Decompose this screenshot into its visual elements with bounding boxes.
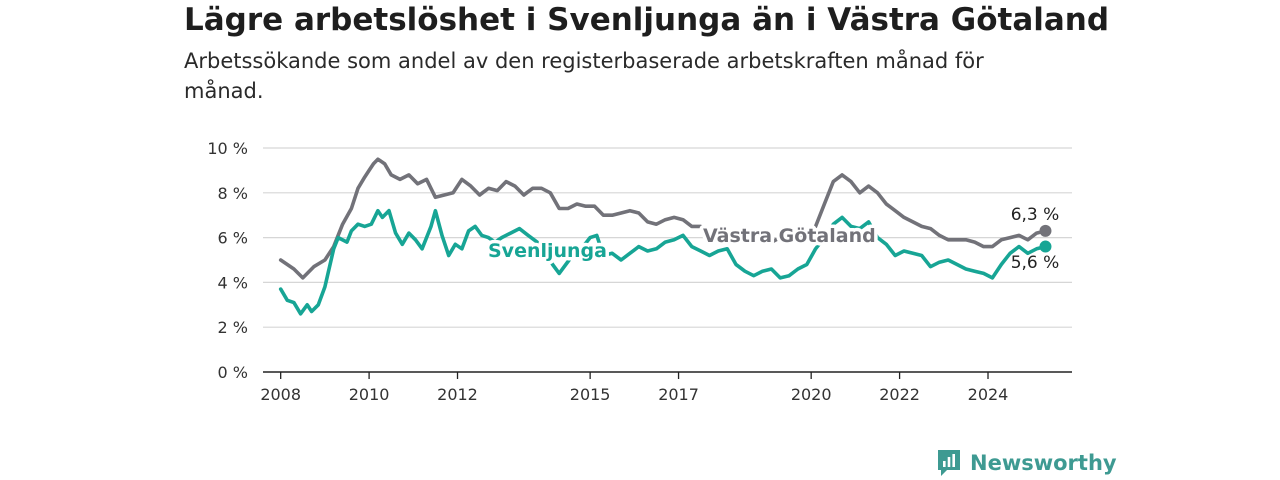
series-end-marker: [1039, 224, 1052, 237]
newsworthy-logo-icon: [938, 450, 960, 476]
series-labels: Västra Götaland Svenljunga 6,3 % 5,6 %: [485, 205, 1060, 273]
x-tick-label: 2022: [879, 385, 920, 404]
grid-lines: [263, 147, 1072, 328]
x-tick-label: 2017: [658, 385, 699, 404]
y-tick-label: 0 %: [218, 363, 248, 382]
end-value-label-svenljunga: 5,6 %: [1011, 253, 1060, 273]
y-axis-tick-labels: 0 % 2 % 4 % 6 % 8 % 10 %: [207, 139, 248, 382]
series-name-label-svenljunga: Svenljunga: [488, 240, 607, 262]
newsworthy-logo: Newsworthy: [936, 448, 1117, 478]
chart-title: Lägre arbetslöshet i Svenljunga än i Väs…: [184, 2, 1110, 38]
x-tick-label: 2015: [570, 385, 611, 404]
x-tick-label: 2020: [791, 385, 832, 404]
series-end-marker: [1039, 240, 1052, 253]
y-tick-label: 6 %: [218, 229, 248, 248]
y-tick-label: 2 %: [218, 318, 248, 337]
y-tick-label: 4 %: [218, 273, 248, 292]
x-axis: 2008 2010 2012 2015 2017 2020 2022 2024: [260, 371, 1072, 404]
x-tick-label: 2012: [437, 385, 478, 404]
series-lines: [278, 157, 1052, 316]
series-line-svenljunga: [278, 208, 1048, 316]
series-line-v-stra-g-taland: [278, 157, 1048, 280]
x-tick-label: 2024: [968, 385, 1009, 404]
y-tick-label: 8 %: [218, 184, 248, 203]
x-tick-label: 2010: [349, 385, 390, 404]
end-value-label-vastra-gotaland: 6,3 %: [1011, 205, 1060, 225]
x-tick-label: 2008: [260, 385, 301, 404]
brand-name: Newsworthy: [970, 451, 1117, 475]
y-tick-label: 10 %: [207, 139, 248, 158]
chart-subtitle: Arbetssökande som andel av den registerb…: [184, 49, 984, 103]
series-name-label-vastra-gotaland: Västra Götaland: [703, 225, 876, 247]
